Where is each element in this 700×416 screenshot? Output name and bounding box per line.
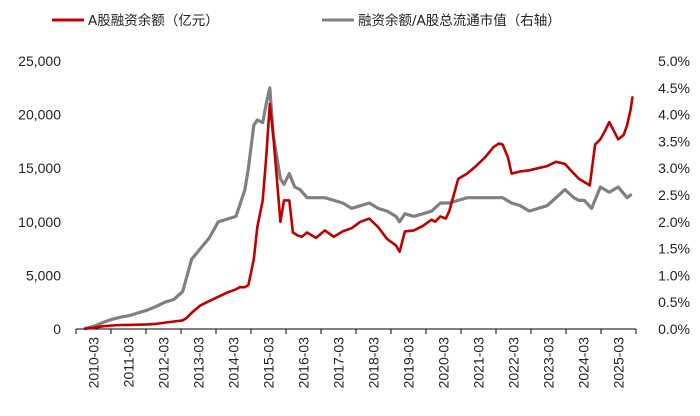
x-axis-tick-label: 2016-03 xyxy=(296,337,312,389)
legend: A股融资余额（亿元） 融资余额/A股总流通市值（右轴） xyxy=(52,12,561,29)
left-axis-tick-label: 0 xyxy=(53,321,61,337)
right-axis-tick-label: 3.0% xyxy=(658,160,690,176)
left-axis-tick-label: 20,000 xyxy=(18,107,61,123)
x-axis-tick-label: 2021-03 xyxy=(471,337,487,389)
x-axis-tick-labels: 2010-03 2011-03 2012-03 2013-03 2014-03 2015-… xyxy=(86,337,627,389)
right-axis-tick-label: 0.5% xyxy=(658,294,690,310)
right-axis-tick-label: 0.0% xyxy=(658,321,690,337)
x-axis-tick-label: 2017-03 xyxy=(331,337,347,389)
left-axis-tick-label: 10,000 xyxy=(18,214,61,230)
right-axis-tick-label: 2.5% xyxy=(658,187,690,203)
right-axis-tick-labels: 0.0% 0.5% 1.0% 1.5% 2.0% 2.5% 3.0% 3.5% 4.0% 4.5%… xyxy=(658,53,690,337)
x-axis-tick-label: 2015-03 xyxy=(261,337,277,389)
right-axis-tick-label: 4.0% xyxy=(658,107,690,123)
right-axis-tick-label: 3.5% xyxy=(658,133,690,149)
series-layer xyxy=(83,86,634,331)
right-axis-tick-label: 1.0% xyxy=(658,267,690,283)
left-axis-tick-labels: 0 5,000 10,000 15,000 20,000 25,000 xyxy=(18,53,61,337)
x-axis-tick-label: 2020-03 xyxy=(436,337,452,389)
right-axis-tick-label: 2.0% xyxy=(658,214,690,230)
left-axis-tick-label: 15,000 xyxy=(18,160,61,176)
series-line-margin-balance xyxy=(83,96,634,331)
right-axis-tick-label: 5.0% xyxy=(658,53,690,69)
x-axis-tick-label: 2013-03 xyxy=(191,337,207,389)
legend-label-margin-ratio: 融资余额/A股总流通市值（右轴） xyxy=(358,12,561,29)
x-axis-tick-label: 2019-03 xyxy=(401,337,417,389)
x-axis-tick-label: 2022-03 xyxy=(506,337,522,389)
x-axis-tick-label: 2024-03 xyxy=(576,337,592,389)
series-line-margin-ratio xyxy=(83,86,633,331)
x-axis-tick-label: 2025-03 xyxy=(611,337,627,389)
right-axis-tick-label: 1.5% xyxy=(658,241,690,257)
x-axis xyxy=(75,328,637,334)
x-axis-tick-label: 2012-03 xyxy=(156,337,172,389)
x-axis-tick-label: 2023-03 xyxy=(541,337,557,389)
x-axis-tick-label: 2010-03 xyxy=(86,337,102,389)
x-axis-tick-label: 2011-03 xyxy=(121,337,137,388)
left-axis-tick-label: 25,000 xyxy=(18,53,61,69)
x-axis-tick-label: 2018-03 xyxy=(366,337,382,389)
left-axis-tick-label: 5,000 xyxy=(26,267,61,283)
x-axis-tick-label: 2014-03 xyxy=(226,337,242,389)
right-axis-tick-label: 4.5% xyxy=(658,80,690,96)
legend-label-margin-balance: A股融资余额（亿元） xyxy=(88,12,219,29)
